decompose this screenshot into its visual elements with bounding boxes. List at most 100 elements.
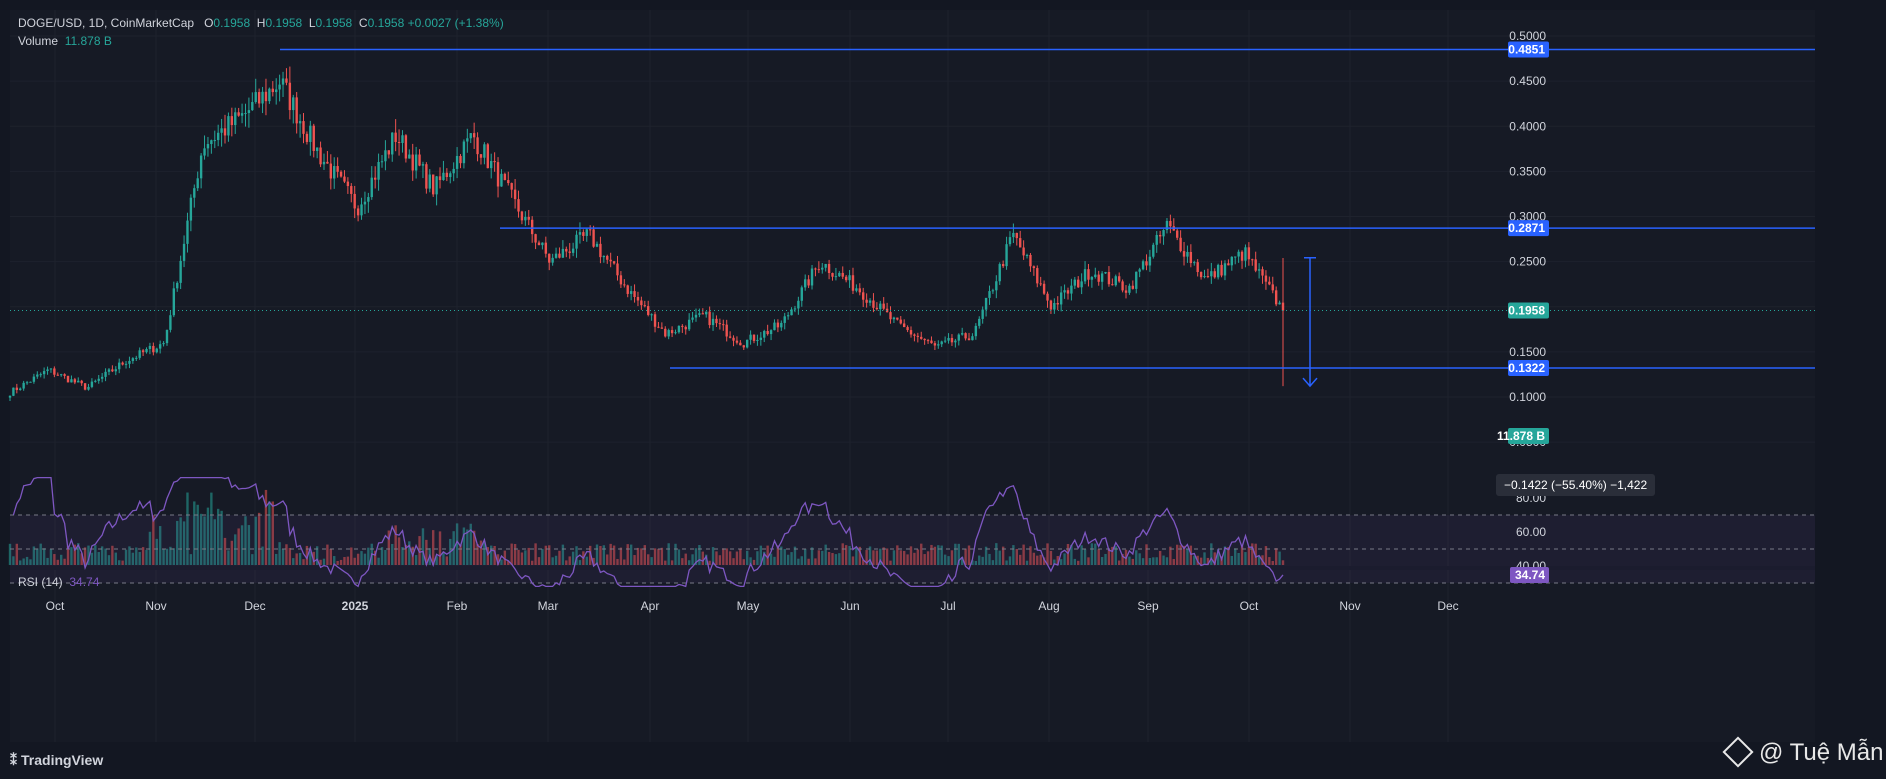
volume-bar <box>298 552 302 565</box>
candle-body <box>916 335 920 337</box>
volume-bar <box>749 557 752 565</box>
volume-bar <box>425 539 428 565</box>
volume-bar <box>193 501 196 565</box>
volume-bar <box>343 557 346 565</box>
price-badge <box>1508 428 1549 444</box>
volume-bar <box>118 560 121 565</box>
candle-body <box>1274 290 1278 305</box>
volume-bar <box>1152 557 1155 565</box>
volume-bar <box>745 550 749 565</box>
volume-bar <box>42 548 46 565</box>
volume-bar <box>834 554 838 565</box>
candle-body <box>1008 237 1012 245</box>
candle-body <box>135 357 138 359</box>
candle-body <box>189 197 193 221</box>
price-badge <box>1508 41 1549 58</box>
candle-body <box>53 368 56 375</box>
volume-bar <box>599 545 602 565</box>
volume-bar <box>974 560 978 565</box>
volume-bar <box>1087 557 1090 565</box>
volume-bar <box>1128 556 1131 565</box>
candle-body <box>19 388 22 390</box>
volume-bar <box>732 558 735 565</box>
candle-body <box>844 276 848 281</box>
volume-bar <box>196 504 199 565</box>
candle-body <box>1234 256 1237 258</box>
candle-body <box>90 381 94 387</box>
candle-body <box>1247 247 1251 260</box>
candle-body <box>418 154 421 166</box>
volume-bar <box>59 554 63 565</box>
tradingview-logo[interactable]: ⁑ TradingView <box>10 752 103 769</box>
candle-body <box>1104 272 1107 274</box>
volume-bar <box>73 544 77 565</box>
volume-bar <box>32 546 36 565</box>
candle-body <box>708 311 711 326</box>
candle-body <box>937 344 940 346</box>
volume-bar <box>63 558 66 565</box>
volume-bar <box>145 549 148 565</box>
volume-bar <box>592 557 595 565</box>
candle-body <box>602 255 606 258</box>
candle-body <box>346 181 350 187</box>
candle-body <box>674 332 677 334</box>
volume-bar <box>623 559 626 565</box>
candle-body <box>1206 276 1210 278</box>
candle-body <box>855 288 858 291</box>
candle-body <box>1094 274 1097 278</box>
candle-body <box>1155 235 1158 245</box>
candle-body <box>507 180 510 184</box>
candle-body <box>176 282 179 289</box>
candle-body <box>745 339 749 348</box>
candle-body <box>124 363 128 365</box>
candle-body <box>261 91 264 104</box>
volume-bar <box>285 544 288 565</box>
volume-bar <box>377 557 380 565</box>
volume-bar <box>851 556 855 565</box>
candle-body <box>199 155 203 179</box>
candle-body <box>1128 285 1131 293</box>
volume-bar <box>1107 548 1111 565</box>
candle-body <box>387 150 391 155</box>
volume-bar <box>892 550 896 565</box>
candle-body <box>455 155 459 169</box>
volume-bar <box>210 492 213 565</box>
candle-body <box>800 287 803 301</box>
candle-body <box>551 257 554 263</box>
volume-bar <box>1001 546 1005 565</box>
candle-body <box>257 92 261 104</box>
candle-body <box>817 269 821 271</box>
volume-bar <box>15 543 19 565</box>
candle-body <box>1019 238 1022 248</box>
candle-body <box>960 333 964 335</box>
volume-bar <box>1155 557 1158 565</box>
volume-bar <box>100 546 104 565</box>
candle-body <box>312 125 315 151</box>
volume-bar <box>1046 543 1049 565</box>
candle-body <box>1066 290 1070 294</box>
rsi-pane[interactable] <box>10 570 1815 742</box>
volume-bar <box>585 556 588 565</box>
candle-body <box>131 358 135 361</box>
price-pane[interactable] <box>10 10 1815 566</box>
candle-body <box>25 382 29 384</box>
candle-body <box>930 340 933 344</box>
volume-bar <box>728 551 732 565</box>
volume-bar <box>1042 557 1046 565</box>
time-tick: 2025 <box>342 599 369 613</box>
candle-body <box>155 348 158 353</box>
volume-bar <box>172 548 176 565</box>
volume-bar <box>206 507 210 565</box>
volume-bar <box>790 552 793 565</box>
price-axis[interactable] <box>1815 10 1881 566</box>
price-badge <box>1508 302 1549 319</box>
candle-body <box>735 340 739 343</box>
volume-bar <box>991 560 995 565</box>
volume-bar <box>568 556 571 565</box>
candle-body <box>220 128 223 133</box>
candle-body <box>807 279 810 286</box>
rsi-axis[interactable] <box>1815 570 1881 742</box>
candle-body <box>920 336 923 339</box>
price-tick: 0.1000 <box>1509 390 1546 404</box>
